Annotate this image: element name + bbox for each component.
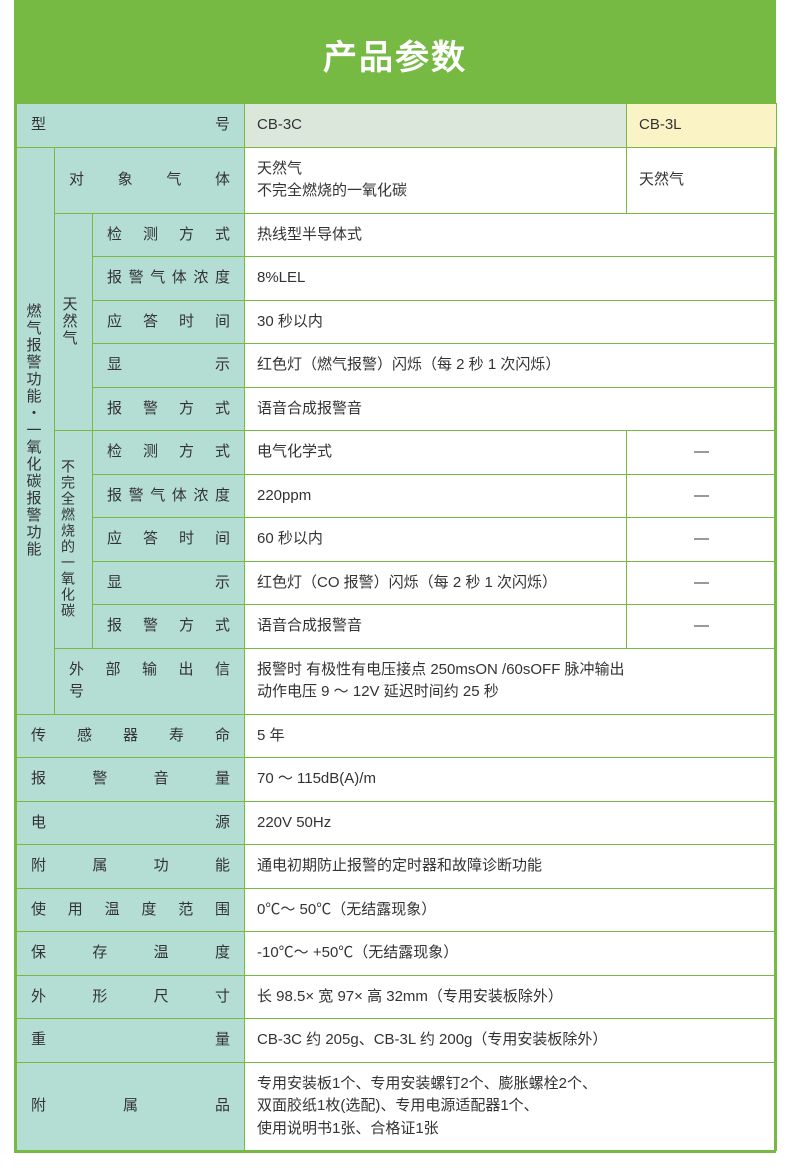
spec-row: 传 感 器 寿 命 5 年 (17, 714, 777, 758)
target-gas-label: 对 象 气 体 (55, 147, 245, 213)
row-value: 30 秒以内 (245, 300, 777, 344)
row-label: 应 答 时 间 (93, 518, 245, 562)
row-label: 附 属 品 (17, 1062, 245, 1151)
row-value-col2: — (627, 474, 777, 518)
co-gas-row: 报 警 方 式 语音合成报警音 — (17, 605, 777, 649)
row-label: 报 警 音 量 (17, 758, 245, 802)
row-label: 报警气体浓度 (93, 474, 245, 518)
row-value: -10℃～ +50℃（无结露现象） (245, 932, 777, 976)
header-row: 型 号 CB-3C CB-3L (17, 104, 777, 148)
spec-row: 附 属 品 专用安装板1个、专用安装螺钉2个、膨胀螺栓2个、双面胶纸1枚(选配)… (17, 1062, 777, 1151)
natural-gas-row: 显 示 红色灯（燃气报警）闪烁（每 2 秒 1 次闪烁） (17, 344, 777, 388)
row-label: 保 存 温 度 (17, 932, 245, 976)
row-label: 检 测 方 式 (93, 213, 245, 257)
target-gas-row: 燃气报警功能・一氧化碳报警功能 对 象 气 体 天然气不完全燃烧的一氧化碳 天然… (17, 147, 777, 213)
row-value-col2: — (627, 605, 777, 649)
ext-output-row: 外 部 输 出 信 号 报警时 有极性有电压接点 250msON /60sOFF… (17, 648, 777, 714)
row-value-col2: — (627, 431, 777, 475)
row-value: 220V 50Hz (245, 801, 777, 845)
model-col2: CB-3L (627, 104, 777, 148)
spec-table: 型 号 CB-3C CB-3L 燃气报警功能・一氧化碳报警功能 对 象 气 体 … (16, 103, 777, 1151)
spec-row: 报 警 音 量 70 ～ 115dB(A)/m (17, 758, 777, 802)
row-label: 外 形 尺 寸 (17, 975, 245, 1019)
target-gas-col1: 天然气不完全燃烧的一氧化碳 (245, 147, 627, 213)
row-value: 70 ～ 115dB(A)/m (245, 758, 777, 802)
row-label: 应 答 时 间 (93, 300, 245, 344)
row-label: 显 示 (93, 344, 245, 388)
row-value-col1: 电气化学式 (245, 431, 627, 475)
row-value: 长 98.5× 宽 97× 高 32mm（专用安装板除外） (245, 975, 777, 1019)
spec-row: 使 用 温 度 范 围 0℃～ 50℃（无结露现象） (17, 888, 777, 932)
natural-gas-row: 报警气体浓度 8%LEL (17, 257, 777, 301)
natural-gas-row: 报 警 方 式 语音合成报警音 (17, 387, 777, 431)
row-value-col1: 语音合成报警音 (245, 605, 627, 649)
model-label: 型 号 (17, 104, 245, 148)
row-value: 红色灯（燃气报警）闪烁（每 2 秒 1 次闪烁） (245, 344, 777, 388)
row-value-col1: 60 秒以内 (245, 518, 627, 562)
ext-output-value: 报警时 有极性有电压接点 250msON /60sOFF 脉冲输出动作电压 9 … (245, 648, 777, 714)
row-label: 检 测 方 式 (93, 431, 245, 475)
spec-row: 保 存 温 度 -10℃～ +50℃（无结露现象） (17, 932, 777, 976)
spec-row: 重 量 CB-3C 约 205g、CB-3L 约 200g（专用安装板除外） (17, 1019, 777, 1063)
row-label: 传 感 器 寿 命 (17, 714, 245, 758)
model-col1: CB-3C (245, 104, 627, 148)
ext-output-label: 外 部 输 出 信 号 (55, 648, 245, 714)
spec-row: 外 形 尺 寸 长 98.5× 宽 97× 高 32mm（专用安装板除外） (17, 975, 777, 1019)
row-label: 附 属 功 能 (17, 845, 245, 889)
row-value: CB-3C 约 205g、CB-3L 约 200g（专用安装板除外） (245, 1019, 777, 1063)
row-value: 8%LEL (245, 257, 777, 301)
row-label: 电 源 (17, 801, 245, 845)
row-value: 热线型半导体式 (245, 213, 777, 257)
co-gas-label: 不完全燃烧的一氧化碳 (55, 431, 93, 649)
row-value-col1: 红色灯（CO 报警）闪烁（每 2 秒 1 次闪烁） (245, 561, 627, 605)
spec-row: 附 属 功 能 通电初期防止报警的定时器和故障诊断功能 (17, 845, 777, 889)
row-value-col2: — (627, 518, 777, 562)
section-label: 燃气报警功能・一氧化碳报警功能 (17, 147, 55, 714)
row-value-col2: — (627, 561, 777, 605)
target-gas-col2: 天然气 (627, 147, 777, 213)
row-value: 通电初期防止报警的定时器和故障诊断功能 (245, 845, 777, 889)
co-gas-row: 应 答 时 间 60 秒以内 — (17, 518, 777, 562)
row-label: 报 警 方 式 (93, 605, 245, 649)
natural-gas-label: 天然气 (55, 213, 93, 431)
row-value: 专用安装板1个、专用安装螺钉2个、膨胀螺栓2个、双面胶纸1枚(选配)、专用电源适… (245, 1062, 777, 1151)
row-value: 语音合成报警音 (245, 387, 777, 431)
row-label: 报 警 方 式 (93, 387, 245, 431)
row-value: 0℃～ 50℃（无结露现象） (245, 888, 777, 932)
row-value-col1: 220ppm (245, 474, 627, 518)
natural-gas-row: 天然气检 测 方 式 热线型半导体式 (17, 213, 777, 257)
row-value: 5 年 (245, 714, 777, 758)
row-label: 使 用 温 度 范 围 (17, 888, 245, 932)
title-bar: 产品参数 (16, 2, 774, 103)
co-gas-row: 显 示 红色灯（CO 报警）闪烁（每 2 秒 1 次闪烁） — (17, 561, 777, 605)
co-gas-row: 报警气体浓度 220ppm — (17, 474, 777, 518)
row-label: 显 示 (93, 561, 245, 605)
co-gas-row: 不完全燃烧的一氧化碳检 测 方 式 电气化学式 — (17, 431, 777, 475)
spec-row: 电 源 220V 50Hz (17, 801, 777, 845)
row-label: 报警气体浓度 (93, 257, 245, 301)
page-title: 产品参数 (16, 30, 774, 79)
row-label: 重 量 (17, 1019, 245, 1063)
natural-gas-row: 应 答 时 间 30 秒以内 (17, 300, 777, 344)
